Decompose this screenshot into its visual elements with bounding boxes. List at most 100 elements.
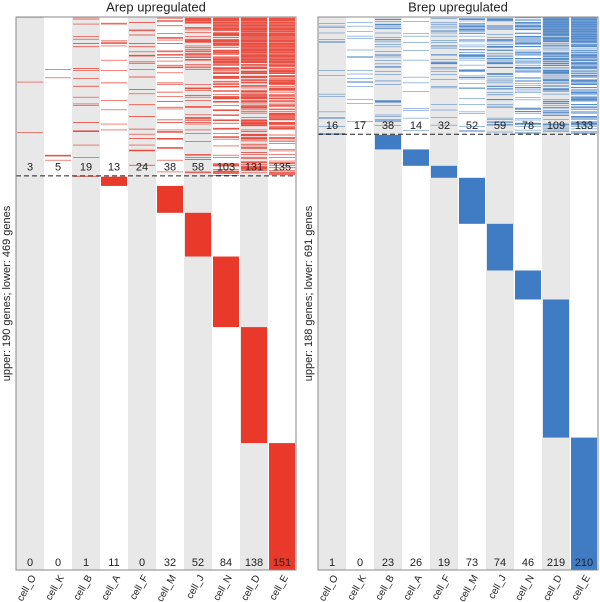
- lower-block: [375, 134, 401, 150]
- x-tick-label: cell_K: [346, 573, 369, 602]
- lower-count-label: 219: [547, 557, 565, 569]
- column-background: [486, 17, 514, 570]
- upper-count-label: 24: [136, 162, 148, 174]
- upper-count-label: 3: [27, 162, 33, 174]
- upper-count-label: 14: [410, 120, 422, 132]
- lower-count-label: 1: [329, 557, 335, 569]
- lower-count-label: 52: [192, 557, 204, 569]
- lower-count-label: 138: [245, 557, 263, 569]
- lower-block: [157, 185, 183, 213]
- lower-block: [403, 149, 429, 166]
- lower-count-label: 0: [139, 557, 145, 569]
- panel-title: Brep upregulated: [408, 0, 508, 14]
- upper-count-label: 13: [108, 162, 120, 174]
- lower-count-label: 0: [55, 557, 61, 569]
- x-tick-label: cell_M: [155, 573, 179, 602]
- upper-count-label: 16: [326, 120, 338, 132]
- upper-stripes: [515, 17, 541, 134]
- x-tick-label: cell_B: [72, 573, 95, 602]
- lower-count-label: 0: [357, 557, 363, 569]
- lower-count-label: 32: [164, 557, 176, 569]
- lower-count-label: 46: [522, 557, 534, 569]
- upper-count-label: 131: [245, 162, 263, 174]
- lower-count-label: 1: [83, 557, 89, 569]
- upper-stripes: [347, 22, 373, 122]
- x-tick-label: cell_J: [185, 573, 207, 601]
- x-tick-label: cell_E: [268, 573, 291, 602]
- upper-count-label: 133: [575, 120, 593, 132]
- lower-block: [101, 176, 127, 186]
- column-background: [542, 17, 570, 570]
- lower-block: [241, 327, 267, 444]
- upper-count-label: 32: [438, 120, 450, 132]
- lower-block: [487, 223, 513, 271]
- lower-block: [73, 175, 99, 177]
- lower-count-label: 23: [382, 557, 394, 569]
- plot-frame: [317, 16, 599, 571]
- x-tick-label: cell_F: [430, 573, 453, 602]
- upper-count-label: 19: [80, 162, 92, 174]
- column-background: [16, 17, 44, 570]
- upper-count-label: 103: [217, 162, 235, 174]
- x-tick-label: cell_E: [570, 573, 593, 602]
- column-background: [156, 17, 184, 570]
- x-tick-label: cell_D: [541, 573, 564, 602]
- x-tick-label: cell_J: [487, 573, 509, 601]
- lower-count-label: 0: [27, 557, 33, 569]
- x-tick-label: cell_A: [402, 573, 425, 602]
- lower-block: [543, 299, 569, 438]
- upper-stripes: [571, 17, 597, 134]
- lower-block: [269, 443, 295, 570]
- column-background: [100, 17, 128, 570]
- x-tick-label: cell_F: [128, 573, 151, 602]
- upper-count-label: 135: [273, 162, 291, 174]
- y-axis-label: upper: 190 genes; lower: 469 genes: [1, 205, 13, 381]
- x-tick-label: cell_N: [513, 573, 536, 602]
- x-tick-label: cell_K: [44, 573, 67, 602]
- upper-count-label: 17: [354, 120, 366, 132]
- upper-count-label: 38: [382, 120, 394, 132]
- x-tick-label: cell_A: [100, 573, 123, 602]
- lower-block: [185, 212, 211, 257]
- column-background: [374, 17, 402, 570]
- x-tick-label: cell_N: [211, 573, 234, 602]
- lower-count-label: 19: [438, 557, 450, 569]
- lower-count-label: 210: [575, 557, 593, 569]
- column-background: [430, 17, 458, 570]
- lower-block: [571, 437, 597, 570]
- lower-count-label: 74: [494, 557, 506, 569]
- x-tick-label: cell_D: [239, 573, 262, 602]
- upper-stripes: [543, 17, 569, 132]
- upper-stripes: [269, 17, 295, 175]
- y-axis-label: upper: 188 genes; lower: 691 genes: [303, 205, 315, 381]
- x-tick-label: cell_B: [374, 573, 397, 602]
- upper-count-label: 58: [192, 162, 204, 174]
- lower-block: [459, 177, 485, 224]
- upper-count-label: 78: [522, 120, 534, 132]
- lower-block: [213, 256, 239, 328]
- lower-count-label: 84: [220, 557, 232, 569]
- column-background: [44, 17, 72, 570]
- column-background: [72, 17, 100, 570]
- plot-frame: [15, 16, 297, 571]
- lower-count-label: 11: [108, 557, 119, 569]
- x-tick-label: cell_O: [15, 573, 39, 602]
- upper-count-label: 109: [547, 120, 565, 132]
- lower-block: [515, 270, 541, 300]
- x-tick-label: cell_M: [457, 573, 481, 602]
- column-background: [318, 17, 346, 570]
- upper-stripes: [185, 17, 211, 174]
- column-background: [458, 17, 486, 570]
- column-background: [240, 17, 268, 570]
- panel-title: Arep upregulated: [106, 0, 206, 14]
- column-background: [184, 17, 212, 570]
- upper-stripes: [129, 22, 155, 166]
- upper-count-label: 59: [494, 120, 506, 132]
- upper-stripes: [213, 17, 239, 176]
- upper-stripes: [241, 17, 267, 174]
- column-background: [346, 17, 374, 570]
- upper-count-label: 52: [466, 120, 478, 132]
- lower-count-label: 26: [410, 557, 422, 569]
- lower-block: [319, 134, 345, 135]
